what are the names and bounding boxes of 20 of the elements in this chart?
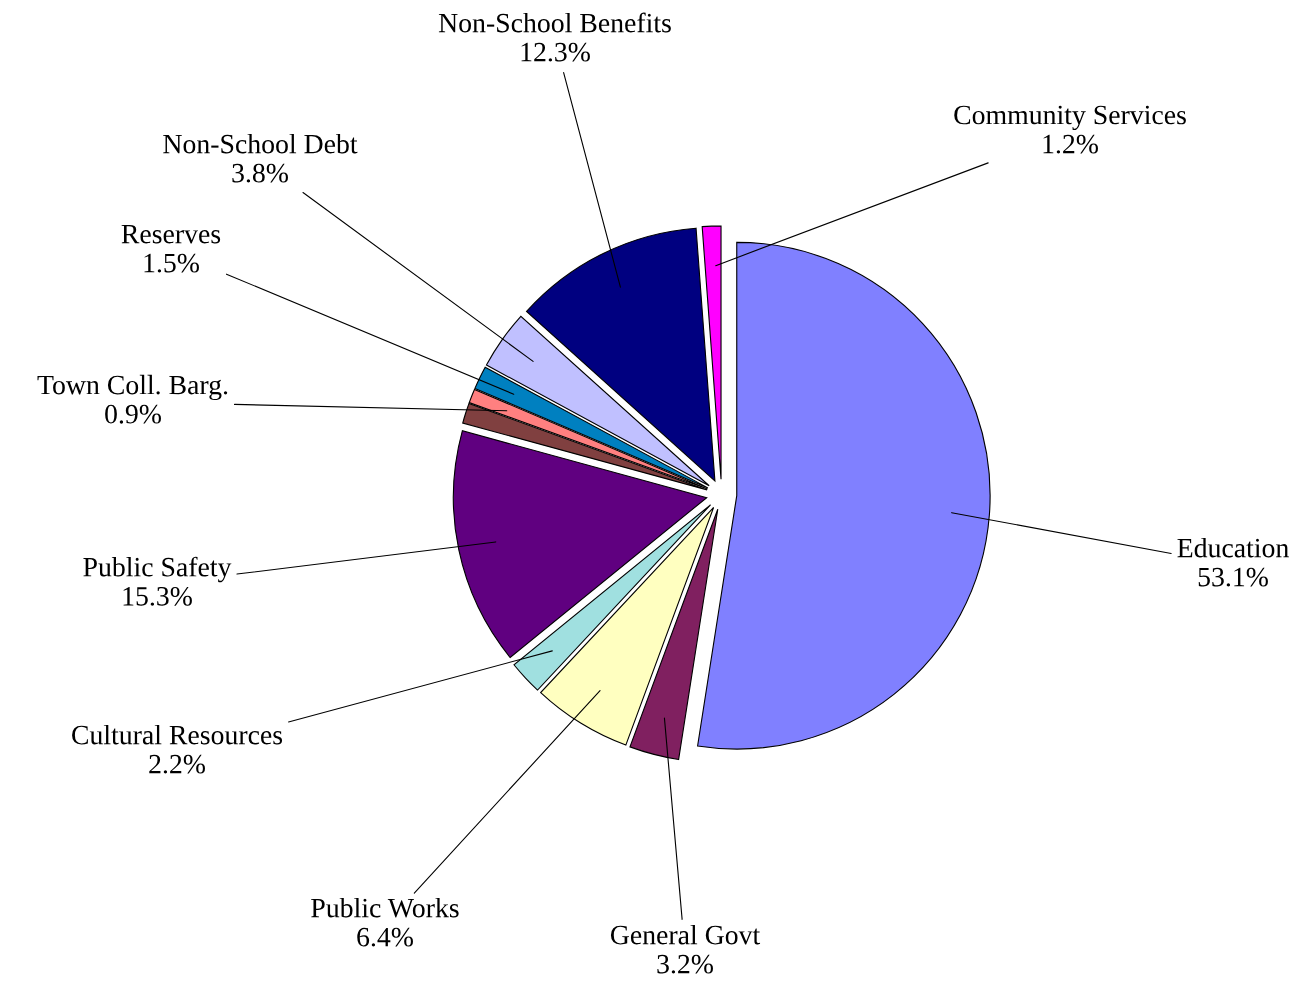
data-label: 15.3% (123, 586, 192, 606)
data-label: 3.2% (657, 954, 713, 974)
data-label: 2.2% (149, 754, 205, 774)
slice-label: Community Services (954, 105, 1186, 131)
slice-label: Non-School Debt (163, 133, 358, 154)
data-label: 3.8% (232, 163, 288, 183)
slice-label: Public Safety (83, 556, 232, 583)
slice-label: General Govt (610, 924, 761, 945)
slice-label: Reserves (121, 224, 221, 244)
slice-label: Public Works (311, 897, 459, 918)
data-label: 0.9% (105, 404, 161, 424)
data-label: 1.5% (144, 253, 199, 273)
slice-label: Cultural Resources (72, 724, 283, 745)
slice-label: Education (1177, 537, 1289, 558)
data-label: 6.4% (357, 927, 413, 947)
slice-label: Town Coll. Barg. (37, 374, 228, 401)
data-label: 12.3% (521, 42, 590, 62)
data-label: 1.2% (1043, 134, 1098, 154)
data-label: 53.1% (1198, 567, 1268, 587)
slice-label: Non-School Benefits (438, 12, 671, 33)
